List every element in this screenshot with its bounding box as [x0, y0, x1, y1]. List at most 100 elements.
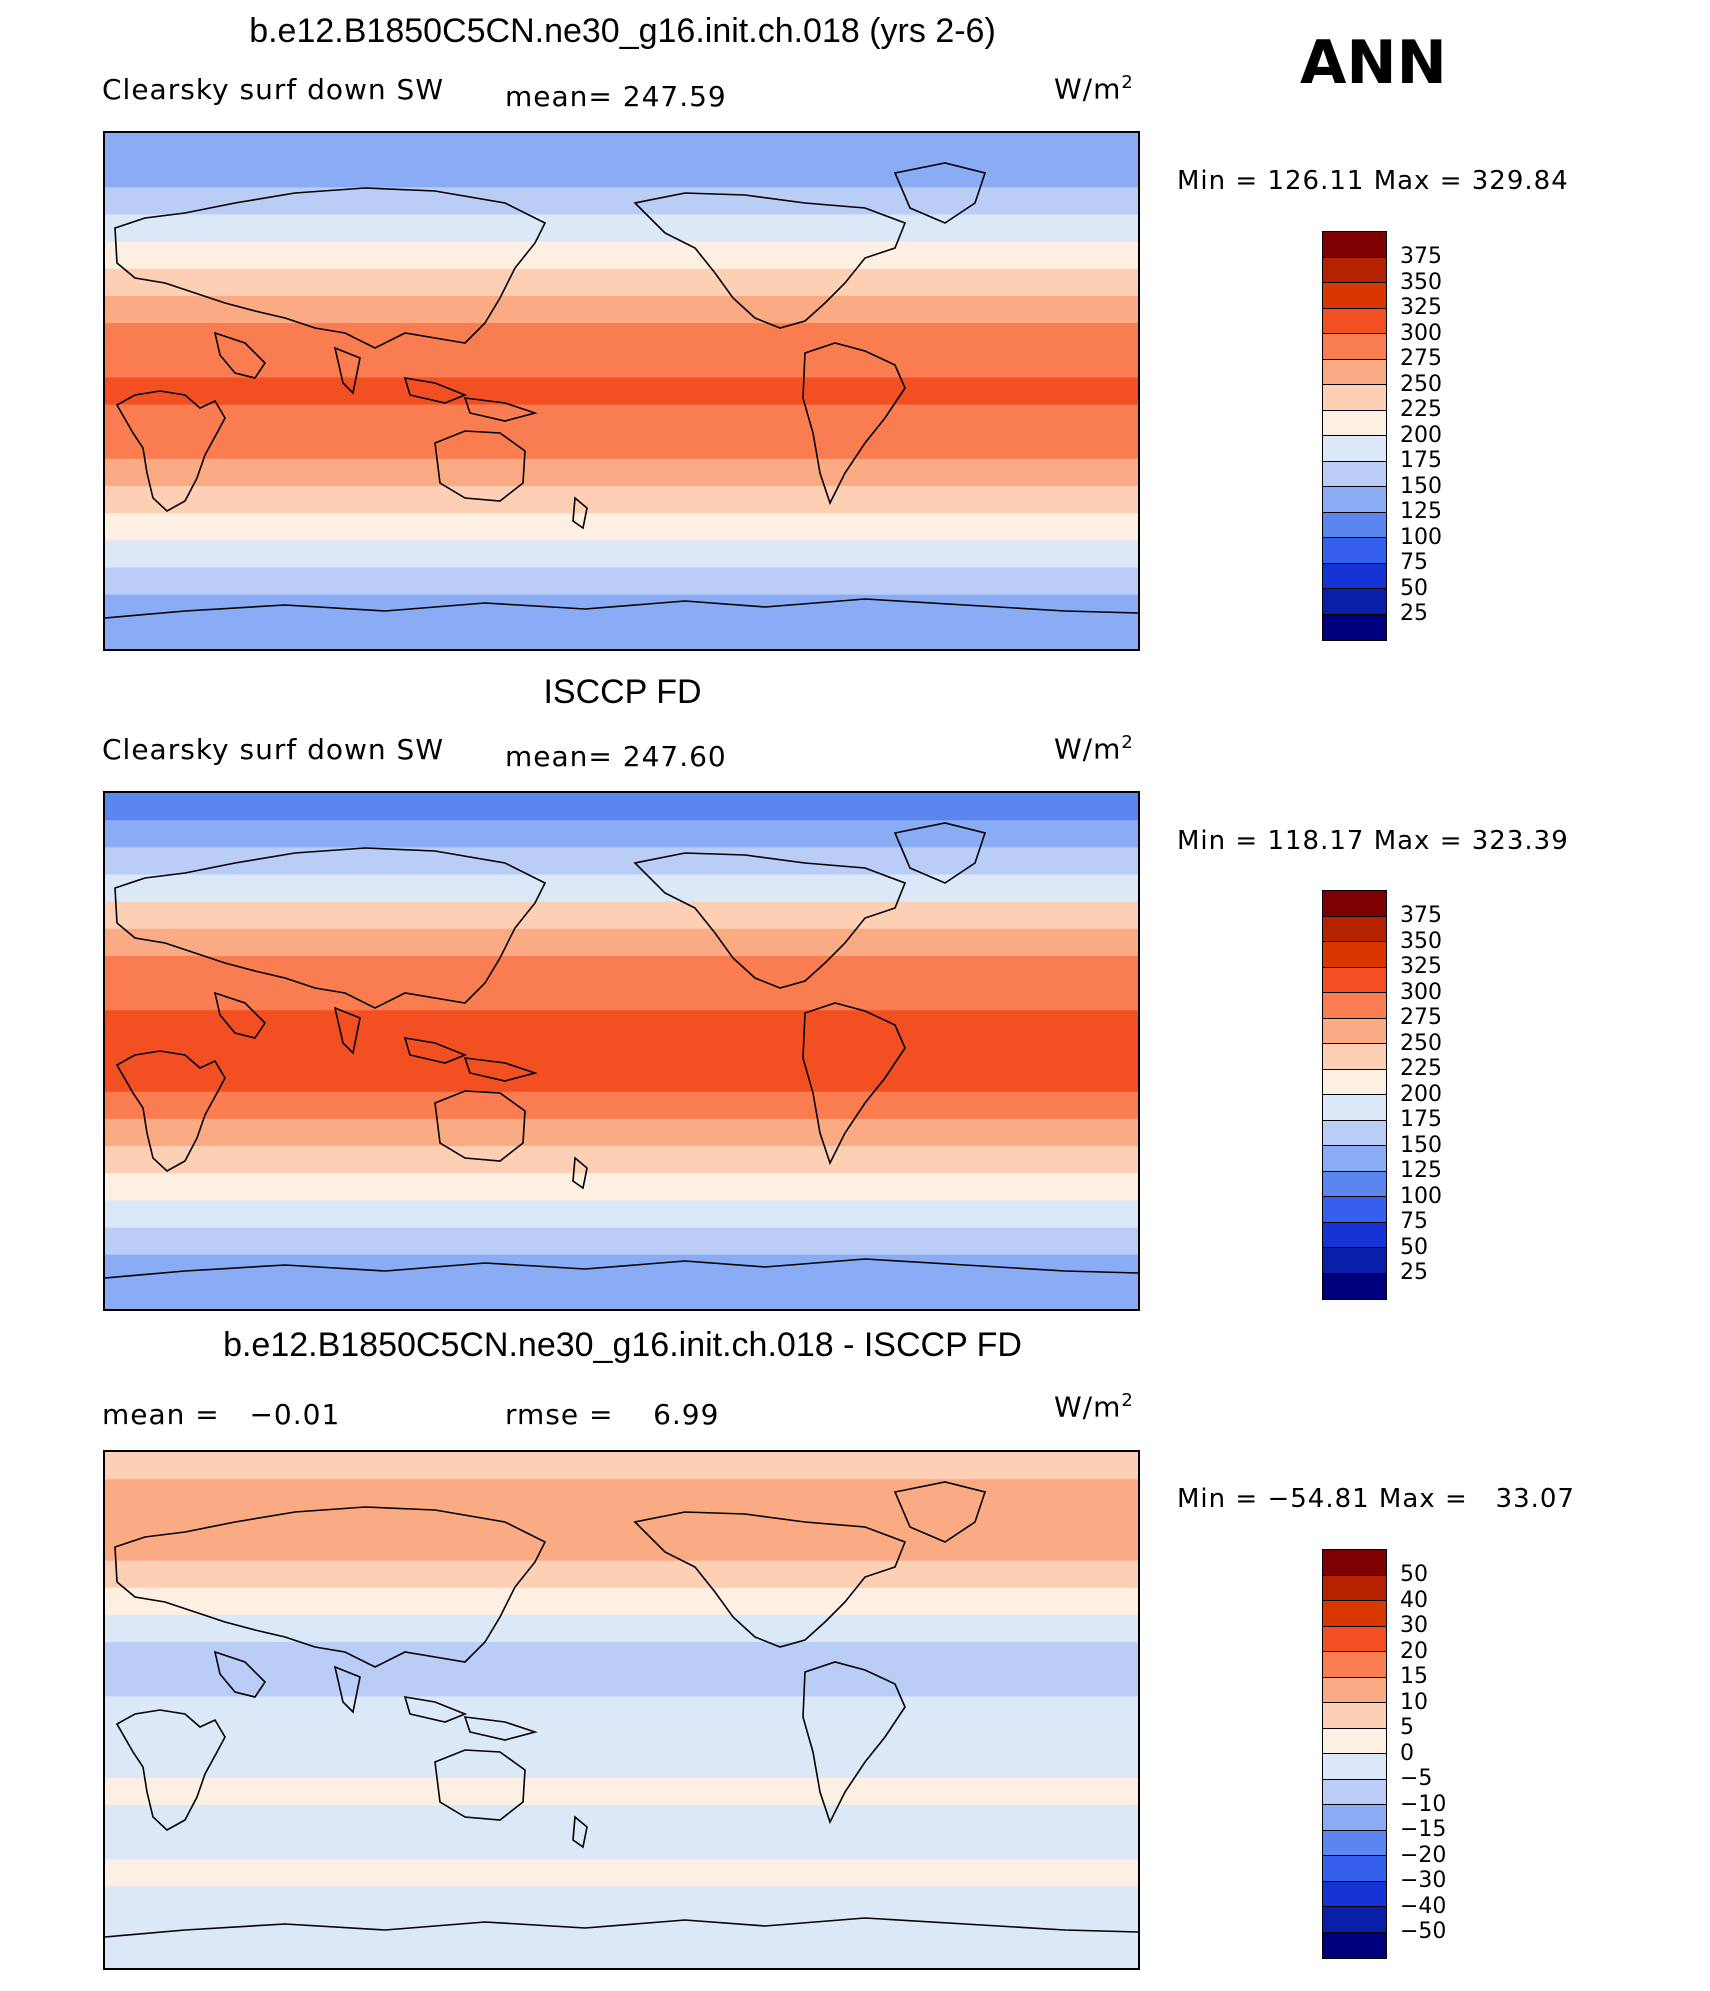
panel1-minmax: Min = 126.11 Max = 329.84	[1177, 166, 1569, 196]
colorbar-tick-label: 20	[1400, 1638, 1428, 1664]
latitude-band	[105, 1452, 1138, 1481]
colorbar-swatch	[1323, 1830, 1386, 1856]
colorbar-tick-label: 50	[1400, 1562, 1428, 1587]
panel2-map	[103, 791, 1140, 1311]
colorbar-tick-label: 300	[1400, 320, 1442, 346]
colorbar-swatch	[1323, 308, 1386, 334]
panel3-map-svg	[105, 1452, 1138, 1968]
colorbar-tick-label: 125	[1400, 499, 1442, 524]
colorbar-tick-label: 10	[1400, 1689, 1428, 1715]
latitude-band	[105, 567, 1138, 596]
colorbar-swatch	[1323, 436, 1386, 462]
panel2-variable-label: Clearsky surf down SW	[102, 733, 445, 766]
colorbar-swatch	[1323, 1550, 1386, 1576]
colorbar-tick-label: 275	[1400, 1005, 1442, 1030]
panel1-units: W/m2	[1054, 72, 1134, 106]
latitude-band	[105, 1587, 1138, 1616]
latitude-band	[105, 1010, 1138, 1039]
colorbar-swatch	[1323, 614, 1386, 640]
coastline	[333, 1006, 361, 1055]
colorbar-tick-label: 175	[1400, 448, 1442, 473]
panel2-minmax: Min = 118.17 Max = 323.39	[1177, 826, 1569, 856]
latitude-band	[105, 1533, 1138, 1562]
coastline	[213, 331, 267, 379]
colorbar-swatch	[1323, 1601, 1386, 1627]
colorbar-swatch	[1323, 1197, 1386, 1223]
panel3-rmse-label: rmse = 6.99	[505, 1398, 720, 1431]
latitude-band	[105, 1805, 1138, 1834]
latitude-band	[105, 1146, 1138, 1175]
colorbar-tick-label: 225	[1400, 1056, 1442, 1081]
colorbar-tick-label: −40	[1400, 1893, 1447, 1919]
colorbar-tick-label: 350	[1400, 269, 1442, 295]
colorbar-tick-label: 150	[1400, 1132, 1442, 1158]
colorbar-tick-label: −50	[1400, 1919, 1447, 1944]
colorbar-tick-label: 25	[1400, 601, 1428, 626]
panel2-title: ISCCP FD	[543, 673, 702, 711]
colorbar-swatch	[1323, 461, 1386, 487]
colorbar-swatch	[1323, 1881, 1386, 1907]
colorbar-swatch	[1323, 1652, 1386, 1678]
coastline	[333, 1665, 361, 1714]
panel2-mean-label: mean= 247.60	[505, 740, 727, 773]
colorbar-swatch	[1323, 916, 1386, 942]
colorbar-swatch	[1323, 1171, 1386, 1197]
latitude-band	[105, 1064, 1138, 1093]
coastline	[463, 1716, 538, 1741]
colorbar-swatch	[1323, 385, 1386, 411]
colorbar-tick-label: −15	[1400, 1817, 1447, 1842]
coastline	[115, 1709, 226, 1831]
latitude-band	[105, 295, 1138, 325]
latitude-band	[105, 1913, 1138, 1942]
latitude-band	[105, 160, 1138, 189]
latitude-band	[105, 1750, 1138, 1779]
colorbar-swatch	[1323, 942, 1386, 968]
latitude-band	[105, 793, 1138, 822]
latitude-band	[105, 1832, 1138, 1861]
colorbar-tick-label: 200	[1400, 1081, 1442, 1107]
colorbar-swatch	[1323, 589, 1386, 615]
latitude-band	[105, 377, 1138, 406]
latitude-band	[105, 1506, 1138, 1535]
panel3-units: W/m2	[1054, 1390, 1134, 1424]
latitude-band	[105, 1669, 1138, 1698]
latitude-band	[105, 955, 1138, 985]
coastline	[802, 342, 906, 506]
coastline	[434, 1090, 526, 1162]
colorbar-swatch	[1323, 410, 1386, 436]
season-label: ANN	[1300, 28, 1447, 98]
colorbar-tick-label: 100	[1400, 524, 1442, 550]
latitude-band	[105, 268, 1138, 297]
latitude-band	[105, 133, 1138, 162]
colorbar-swatch	[1323, 512, 1386, 538]
latitude-band	[105, 1118, 1138, 1148]
colorbar-swatch	[1323, 257, 1386, 283]
panel2-map-svg	[105, 793, 1138, 1309]
colorbar-swatch	[1323, 1805, 1386, 1831]
latitude-band	[105, 1886, 1138, 1915]
colorbar-swatch	[1323, 1728, 1386, 1754]
latitude-band	[105, 1037, 1138, 1066]
coastline	[105, 598, 1138, 619]
latitude-band	[105, 1614, 1138, 1644]
coastline	[802, 1002, 906, 1166]
latitude-band	[105, 594, 1138, 623]
latitude-band	[105, 431, 1138, 460]
coastline	[802, 1661, 906, 1825]
colorbar-tick-label: 40	[1400, 1587, 1428, 1613]
colorbar-swatch	[1323, 1120, 1386, 1146]
coastline	[572, 496, 588, 530]
latitude-band	[105, 1281, 1138, 1309]
colorbar-tick-label: 250	[1400, 371, 1442, 397]
colorbar-tick-label: 250	[1400, 1030, 1442, 1056]
colorbar-swatch	[1323, 1575, 1386, 1601]
latitude-band	[105, 1479, 1138, 1508]
latitude-band	[105, 901, 1138, 930]
coastline	[105, 1258, 1138, 1279]
colorbar-swatch	[1323, 1856, 1386, 1882]
colorbar-swatch	[1323, 1222, 1386, 1248]
latitude-band	[105, 1723, 1138, 1752]
panel1-variable-label: Clearsky surf down SW	[102, 73, 445, 106]
colorbar-tick-label: 75	[1400, 550, 1428, 575]
latitude-band	[105, 1696, 1138, 1725]
